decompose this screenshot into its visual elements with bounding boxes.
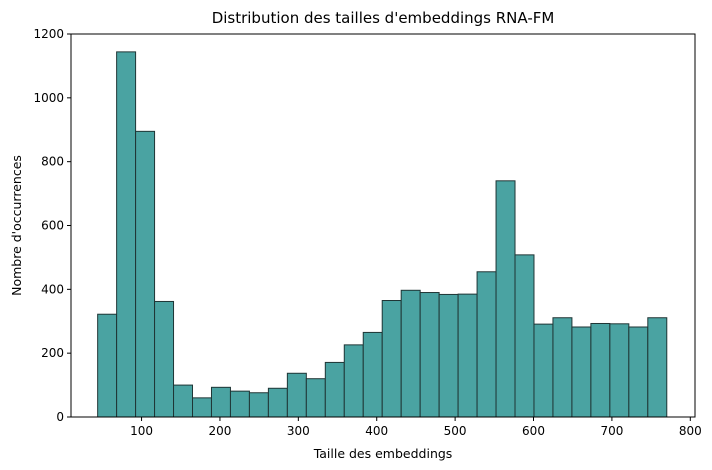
x-tick-label: 100 — [130, 424, 153, 438]
histogram-bar — [192, 397, 212, 418]
histogram-bar — [514, 254, 535, 418]
histogram-bar — [267, 387, 288, 418]
y-tick-label: 1200 — [33, 27, 64, 41]
histogram-bar — [173, 384, 194, 418]
y-axis-ticks: 0 200 400 600 800 1000 1200 — [33, 27, 71, 424]
x-tick-label: 600 — [522, 424, 545, 438]
y-tick-label: 0 — [56, 410, 64, 424]
histogram-bar — [571, 326, 592, 418]
x-tick-label: 200 — [208, 424, 231, 438]
y-tick-label: 400 — [41, 282, 64, 296]
histogram-bar — [457, 293, 478, 418]
histogram-bar — [533, 323, 554, 418]
x-axis-ticks: 100 200 300 400 500 600 700 800 — [130, 417, 702, 438]
x-axis-label: Taille des embeddings — [313, 446, 453, 461]
histogram-bar — [495, 180, 516, 418]
histogram-bar — [552, 317, 573, 418]
y-tick-label: 200 — [41, 346, 64, 360]
histogram-bar — [154, 300, 175, 418]
histogram-bar — [135, 130, 156, 418]
x-tick-label: 700 — [600, 424, 623, 438]
histogram-bar — [400, 289, 421, 418]
x-tick-label: 300 — [287, 424, 310, 438]
y-axis-label: Nombre d'occurrences — [9, 155, 24, 296]
histogram-bar — [286, 372, 307, 418]
histogram-bar — [438, 293, 459, 418]
histogram-bar — [362, 331, 383, 418]
histogram-bar — [97, 313, 118, 418]
y-tick-label: 600 — [41, 219, 64, 233]
histogram-bar — [210, 386, 231, 418]
histogram-bar — [419, 292, 440, 418]
histogram-bar — [305, 378, 326, 418]
histogram-bar — [590, 322, 611, 418]
y-tick-label: 800 — [41, 155, 64, 169]
y-tick-label: 1000 — [33, 91, 64, 105]
histogram-bar — [381, 300, 402, 418]
chart-title: Distribution des tailles d'embeddings RN… — [212, 9, 555, 27]
histogram-bar — [647, 317, 668, 418]
bars-group — [97, 51, 668, 418]
histogram-bar — [116, 51, 137, 418]
x-tick-label: 500 — [444, 424, 467, 438]
histogram-bar — [229, 390, 250, 418]
histogram-bar — [628, 326, 649, 418]
histogram-bar — [324, 361, 345, 418]
histogram-bar — [476, 271, 497, 418]
x-tick-label: 800 — [679, 424, 702, 438]
histogram-bar — [609, 323, 630, 418]
histogram-bar — [248, 392, 269, 418]
histogram-bar — [343, 344, 364, 418]
x-tick-label: 400 — [365, 424, 388, 438]
